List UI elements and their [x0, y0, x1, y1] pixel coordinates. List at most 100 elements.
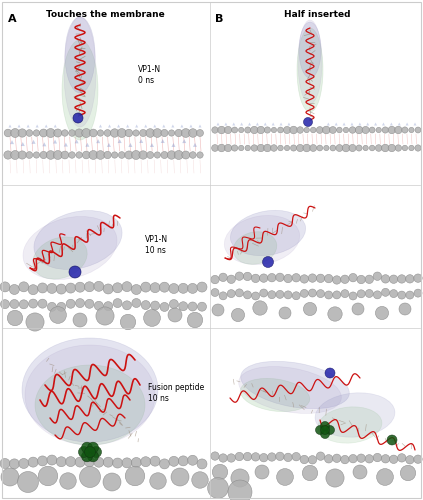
- Circle shape: [61, 151, 69, 159]
- Circle shape: [192, 472, 208, 488]
- Circle shape: [56, 284, 66, 294]
- Circle shape: [125, 129, 133, 137]
- Polygon shape: [287, 122, 291, 126]
- Text: VP1-N
0 ns: VP1-N 0 ns: [138, 66, 161, 84]
- Circle shape: [89, 129, 97, 137]
- Circle shape: [303, 302, 316, 316]
- Circle shape: [1, 468, 19, 486]
- Circle shape: [189, 128, 197, 138]
- Circle shape: [132, 150, 140, 160]
- Circle shape: [356, 145, 362, 151]
- Polygon shape: [280, 122, 283, 126]
- Circle shape: [342, 144, 350, 152]
- Circle shape: [85, 446, 96, 458]
- Circle shape: [18, 151, 26, 159]
- Circle shape: [255, 465, 269, 479]
- Polygon shape: [358, 122, 361, 126]
- Circle shape: [80, 466, 101, 487]
- Circle shape: [349, 274, 357, 282]
- Circle shape: [197, 459, 207, 469]
- Circle shape: [29, 299, 38, 308]
- Circle shape: [382, 127, 388, 133]
- Circle shape: [47, 302, 56, 312]
- Ellipse shape: [240, 378, 310, 412]
- Ellipse shape: [22, 338, 158, 442]
- Circle shape: [297, 126, 303, 134]
- Circle shape: [169, 284, 179, 294]
- Polygon shape: [171, 124, 174, 128]
- Circle shape: [251, 452, 260, 461]
- Circle shape: [85, 282, 94, 292]
- Circle shape: [303, 118, 313, 126]
- Circle shape: [326, 469, 344, 487]
- Circle shape: [113, 458, 123, 468]
- Circle shape: [398, 274, 406, 283]
- Ellipse shape: [297, 28, 323, 112]
- Circle shape: [19, 282, 29, 292]
- Polygon shape: [74, 140, 79, 143]
- Circle shape: [276, 273, 284, 281]
- Polygon shape: [129, 143, 132, 147]
- Circle shape: [365, 454, 374, 463]
- Circle shape: [33, 130, 40, 136]
- Circle shape: [291, 145, 297, 151]
- Circle shape: [26, 313, 44, 331]
- Circle shape: [245, 145, 250, 151]
- Circle shape: [181, 128, 190, 138]
- Circle shape: [362, 126, 369, 134]
- Circle shape: [369, 127, 375, 133]
- Circle shape: [332, 454, 341, 462]
- Polygon shape: [107, 143, 111, 147]
- Circle shape: [104, 130, 111, 136]
- Circle shape: [120, 314, 136, 330]
- Circle shape: [321, 430, 330, 438]
- Polygon shape: [366, 122, 369, 126]
- Polygon shape: [17, 124, 21, 128]
- Circle shape: [310, 127, 316, 133]
- Circle shape: [159, 459, 170, 469]
- Circle shape: [113, 298, 122, 308]
- Circle shape: [308, 274, 317, 282]
- Circle shape: [182, 151, 190, 159]
- Circle shape: [321, 422, 330, 430]
- Polygon shape: [264, 122, 267, 126]
- Circle shape: [414, 289, 422, 297]
- Circle shape: [227, 454, 236, 462]
- Circle shape: [73, 313, 87, 327]
- Circle shape: [308, 289, 316, 297]
- Polygon shape: [390, 122, 393, 126]
- Circle shape: [153, 128, 162, 138]
- Ellipse shape: [65, 17, 95, 93]
- Circle shape: [308, 456, 317, 464]
- Circle shape: [132, 298, 141, 308]
- Circle shape: [91, 446, 102, 458]
- Circle shape: [349, 292, 357, 300]
- Circle shape: [353, 465, 367, 479]
- Circle shape: [284, 291, 292, 299]
- Circle shape: [82, 151, 90, 159]
- Circle shape: [227, 290, 235, 298]
- Circle shape: [103, 473, 121, 491]
- Circle shape: [171, 468, 189, 486]
- Circle shape: [198, 302, 206, 311]
- Polygon shape: [117, 124, 120, 128]
- Polygon shape: [327, 122, 330, 126]
- Circle shape: [317, 145, 323, 151]
- Circle shape: [316, 452, 325, 460]
- Circle shape: [292, 452, 300, 461]
- Circle shape: [113, 283, 123, 293]
- Circle shape: [4, 129, 12, 137]
- Circle shape: [402, 146, 408, 150]
- Circle shape: [268, 290, 276, 298]
- Circle shape: [89, 150, 98, 160]
- Circle shape: [243, 272, 252, 280]
- Polygon shape: [153, 124, 156, 128]
- Circle shape: [9, 459, 19, 469]
- Circle shape: [0, 300, 9, 308]
- Circle shape: [66, 456, 76, 466]
- Circle shape: [46, 128, 55, 138]
- Circle shape: [231, 469, 249, 487]
- Circle shape: [18, 129, 26, 137]
- Circle shape: [341, 456, 349, 464]
- Text: A: A: [8, 14, 16, 24]
